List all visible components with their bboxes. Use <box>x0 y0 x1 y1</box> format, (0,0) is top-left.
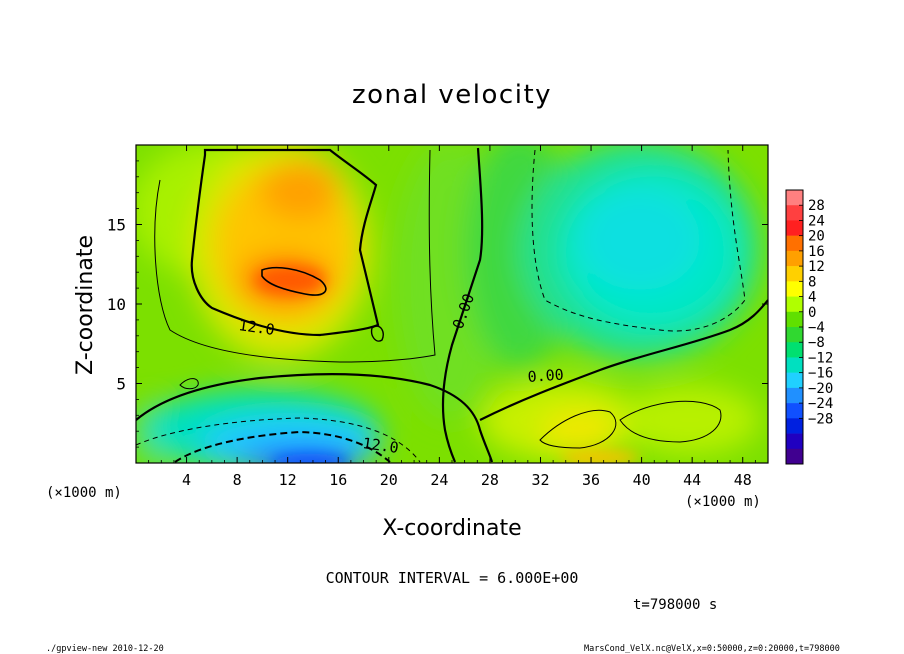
y-tick-label: 10 <box>107 295 126 314</box>
colorbar-label: 24 <box>808 213 825 229</box>
contour-lines <box>136 147 768 463</box>
x-axis-label: X-coordinate <box>382 516 521 541</box>
colorbar-label: −8 <box>808 335 825 351</box>
x-tick-label: 8 <box>233 471 242 489</box>
colorbar-segment <box>786 372 803 389</box>
y-axis: 5 10 15 <box>107 160 768 448</box>
colorbar-segment <box>786 235 803 252</box>
colorbar-label: −24 <box>808 396 833 412</box>
colorbar-segment <box>786 433 803 450</box>
colorbar-label: −16 <box>808 366 833 382</box>
colorbar-label: 16 <box>808 244 825 260</box>
colorbar-label: 8 <box>808 274 816 290</box>
colorbar-label: −12 <box>808 350 833 366</box>
x-tick-label: 4 <box>182 471 191 489</box>
x-tick-label: 48 <box>734 471 752 489</box>
x-tick-label: 40 <box>633 471 651 489</box>
colorbar-segment <box>786 327 803 343</box>
time-label: t=798000 s <box>633 597 717 613</box>
x-tick-label: 16 <box>329 471 347 489</box>
colorbar-segment <box>786 266 803 282</box>
colorbar-label: 4 <box>808 290 816 306</box>
plot-area <box>136 145 768 463</box>
colorbar-segment <box>786 342 803 358</box>
x-tick-label: 36 <box>582 471 600 489</box>
chart-title: zonal velocity <box>352 80 552 110</box>
colorbar-segment <box>786 250 803 267</box>
y-tick-label: 15 <box>107 216 126 235</box>
heatmap-field <box>136 145 760 463</box>
x-unit-label-right: (×1000 m) <box>685 494 761 510</box>
colorbar-label: −28 <box>808 411 833 427</box>
colorbar-segment <box>786 190 803 206</box>
x-tick-label: 44 <box>683 471 701 489</box>
colorbar-label: 0 <box>808 305 816 321</box>
contour-label: 0.00 <box>527 366 564 386</box>
x-tick-label: 24 <box>430 471 448 489</box>
contour-label: 12.0 <box>237 316 275 339</box>
y-axis-label: Z-coordinate <box>73 235 98 375</box>
x-tick-label: 32 <box>531 471 549 489</box>
colorbar-segment <box>786 418 803 434</box>
colorbar-segment <box>786 281 803 297</box>
footer-left: ./gpview-new 2010-12-20 <box>46 644 164 654</box>
colorbar-segment <box>786 403 803 419</box>
colorbar-label: −20 <box>808 381 833 397</box>
x-tick-label: 28 <box>481 471 499 489</box>
x-tick-label: 20 <box>380 471 398 489</box>
colorbar-segment <box>786 220 803 236</box>
contour-label: 12.0 <box>361 434 399 457</box>
colorbar-segment <box>786 387 803 404</box>
colorbar-segment <box>786 357 803 373</box>
colorbar-label: 20 <box>808 229 825 245</box>
colorbar-segment <box>786 296 803 313</box>
colorbar-label: 12 <box>808 259 825 275</box>
footer-right: MarsCond_VelX.nc@VelX,x=0:50000,z=0:2000… <box>584 644 840 654</box>
colorbar-label: 28 <box>808 198 825 214</box>
y-tick-label: 5 <box>116 375 126 394</box>
contour-interval: CONTOUR INTERVAL = 6.000E+00 <box>326 569 579 587</box>
colorbar-segment <box>786 311 803 328</box>
colorbar-label: −4 <box>808 320 825 336</box>
colorbar-segment <box>786 205 803 221</box>
x-tick-label: 12 <box>279 471 297 489</box>
x-axis: 4 8 12 16 20 24 28 32 36 40 44 48 <box>148 145 769 489</box>
x-unit-label-left: (×1000 m) <box>46 485 122 501</box>
colorbar-segment <box>786 448 803 465</box>
